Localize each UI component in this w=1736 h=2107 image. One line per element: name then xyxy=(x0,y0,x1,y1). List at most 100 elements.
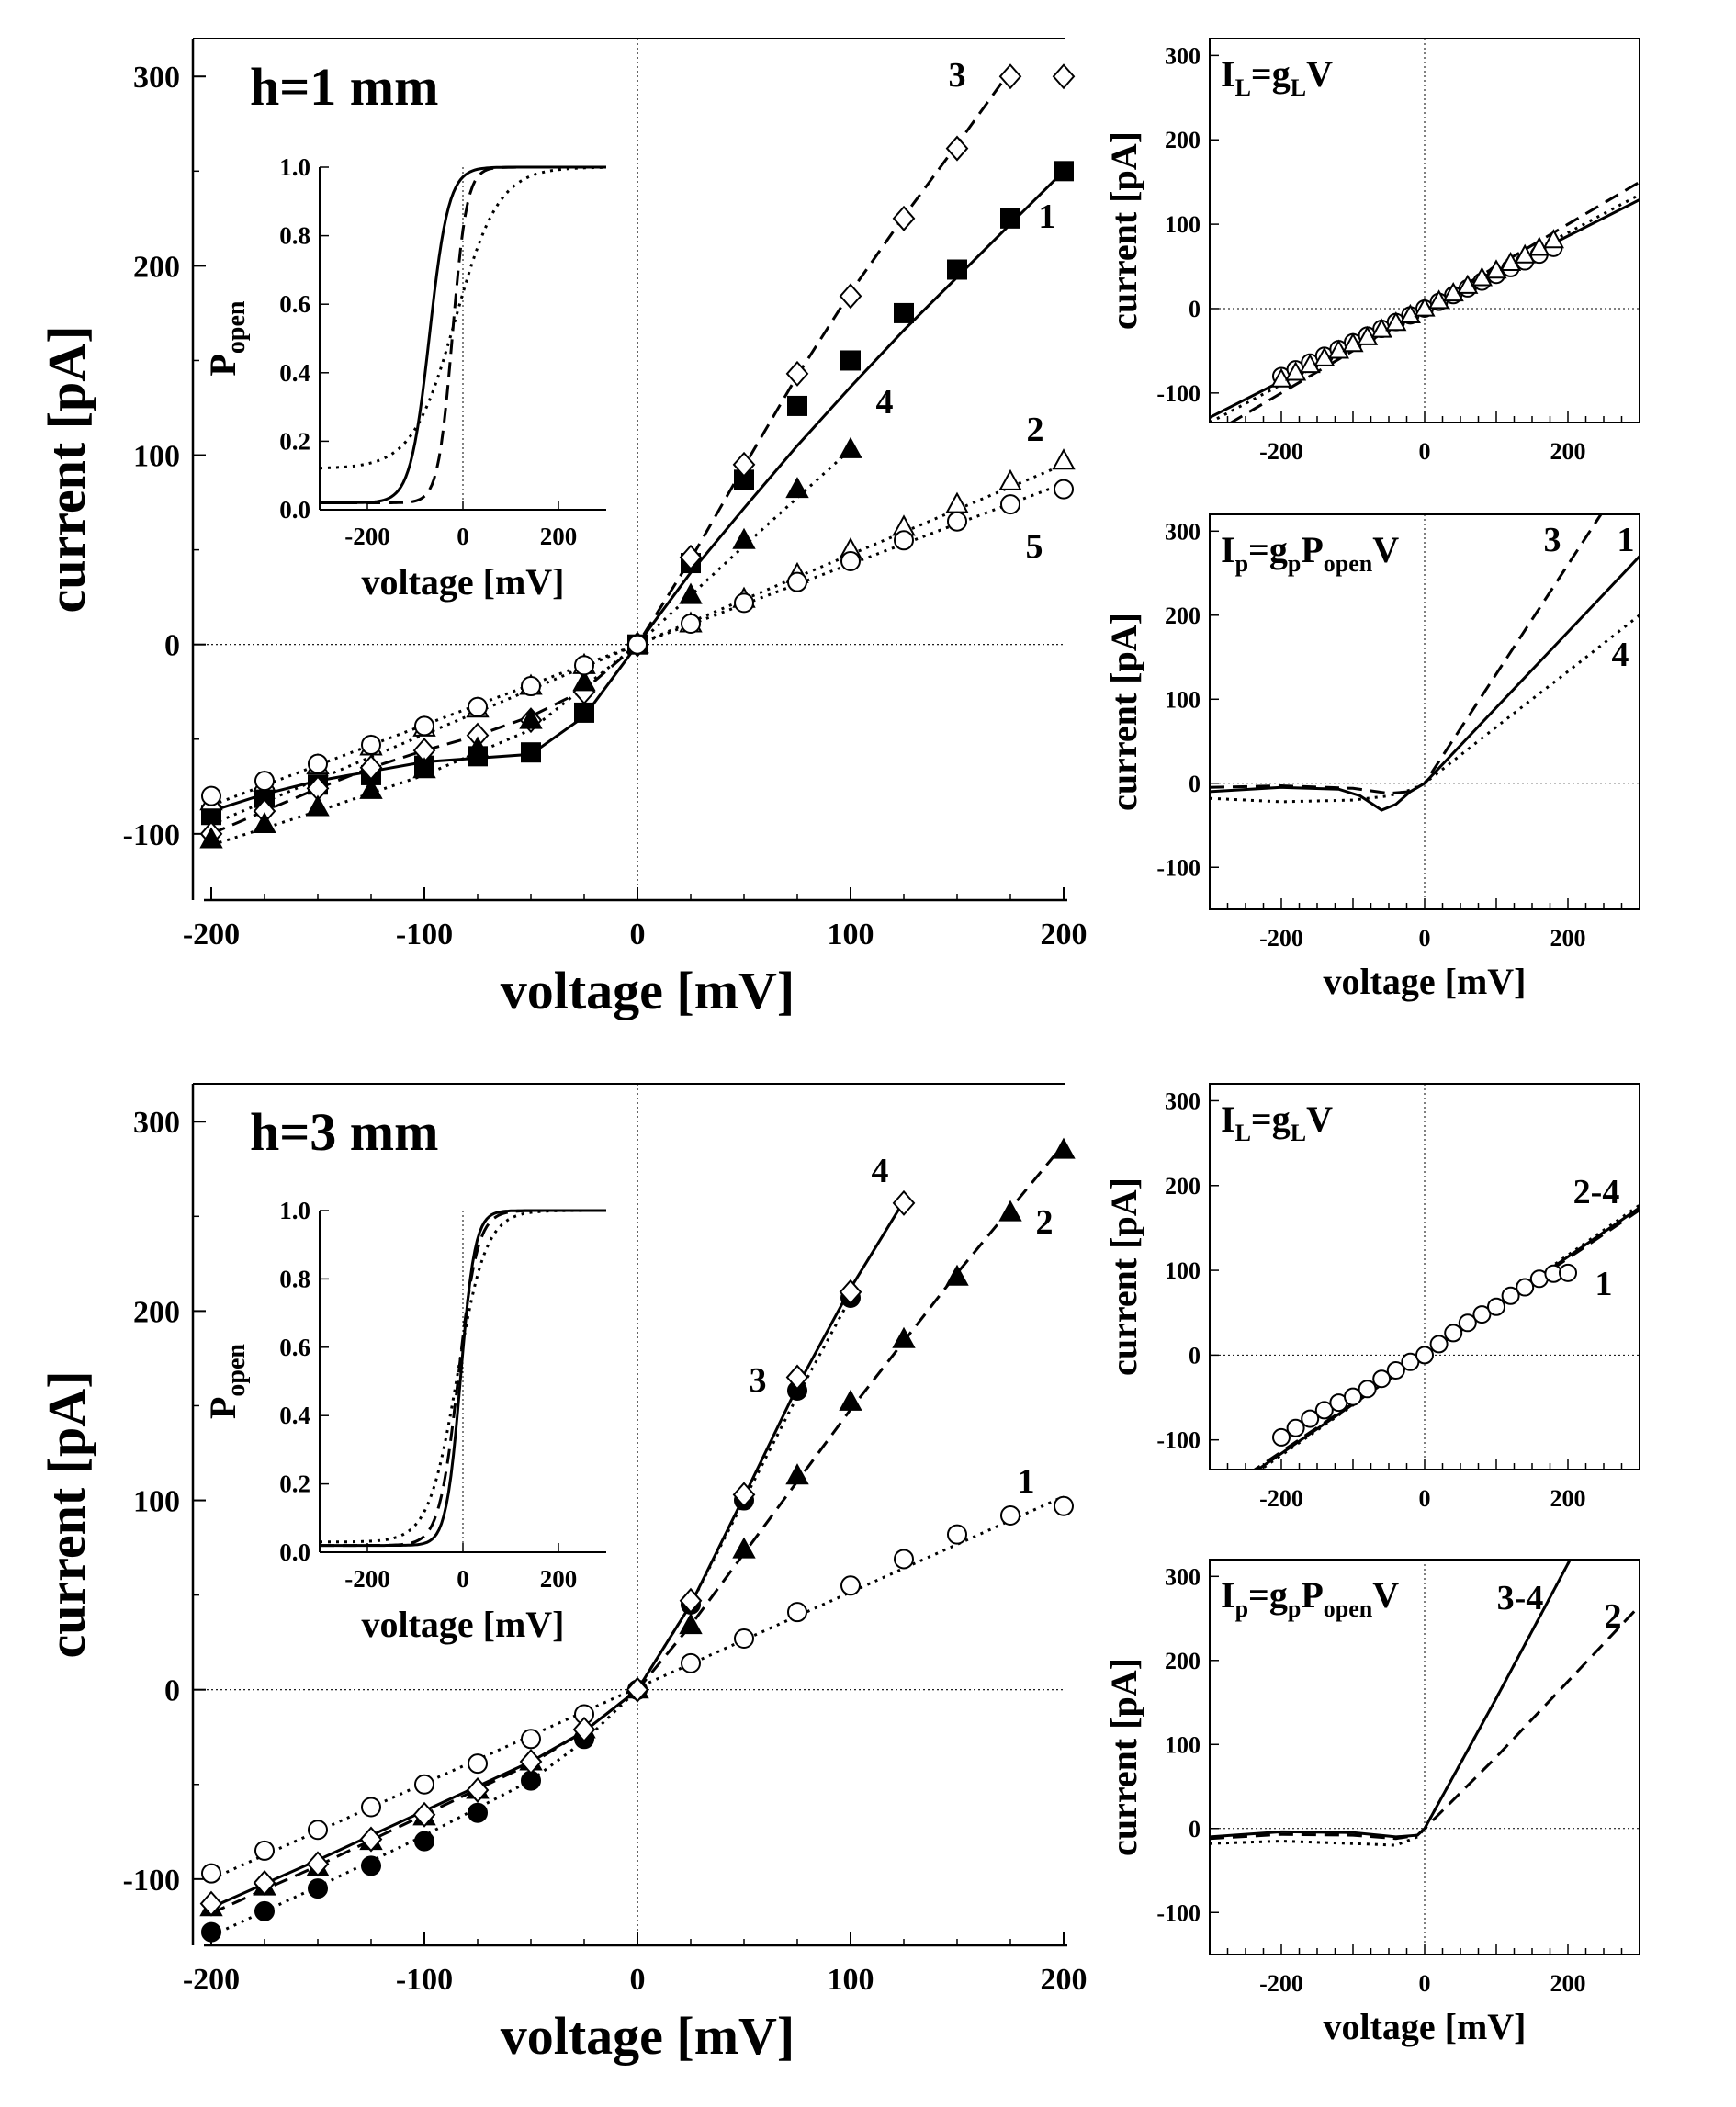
panel-title: IL=gLV xyxy=(1221,53,1333,101)
main-chart-bottom_main: -100 0 100 200 300 -200 -100 0 100 200 voltage [mV… xyxy=(37,1083,1088,2066)
inset-x-tick-label: 200 xyxy=(540,523,578,550)
open-circle-marker xyxy=(1516,1278,1535,1297)
open-diamond-marker xyxy=(785,1364,809,1391)
filled-circle-marker xyxy=(468,1802,488,1823)
open-circle-marker xyxy=(361,734,381,755)
curve-label: 1 xyxy=(1595,1265,1613,1303)
open-circle-marker xyxy=(1487,1297,1505,1316)
title-part: L xyxy=(1291,74,1306,101)
x-axis-label: voltage [mV] xyxy=(1323,2006,1526,2047)
title-part: V xyxy=(1306,1099,1333,1140)
open-circle-marker xyxy=(468,696,488,717)
open-triangle-marker xyxy=(1457,274,1479,294)
open-circle-marker xyxy=(681,1652,701,1673)
y-tick-label: 200 xyxy=(133,250,180,284)
filled-triangle-marker xyxy=(732,1537,756,1559)
open-circle-marker xyxy=(201,785,221,806)
open-diamond-marker xyxy=(412,1801,436,1828)
open-circle-marker xyxy=(894,1549,914,1570)
inset-background xyxy=(316,130,630,602)
inset-y-tick-label: 0.0 xyxy=(279,496,310,524)
y-tick-label: 100 xyxy=(1165,686,1201,713)
open-circle-marker xyxy=(254,1840,275,1861)
curve-label: 1 xyxy=(1018,1462,1035,1501)
inset-popen: 0.0 0.2 0.4 0.6 0.8 1.0 -200 0 200 voltage [mV] Po… xyxy=(202,1174,630,1645)
open-triangle-marker xyxy=(1428,289,1450,310)
y-axis-label: current [pA] xyxy=(37,1370,96,1658)
y-tick-label: 300 xyxy=(133,61,180,95)
inset-y-tick-label: 0.4 xyxy=(279,359,310,387)
title-part: I xyxy=(1221,1574,1235,1616)
inset-y-tick-label: 0.2 xyxy=(279,427,310,455)
x-tick-label: 200 xyxy=(1550,438,1586,465)
open-diamond-marker xyxy=(253,1869,276,1896)
x-tick-label: -200 xyxy=(1259,438,1303,465)
y-tick-label: -100 xyxy=(123,818,180,852)
open-circle-marker xyxy=(1458,1313,1477,1333)
filled-triangle-marker xyxy=(466,736,490,758)
inset-x-tick-label: 0 xyxy=(457,1565,469,1593)
open-circle-marker xyxy=(468,1753,488,1775)
curve-label: 5 xyxy=(1026,527,1043,566)
filled-square-marker xyxy=(574,702,594,723)
side-chart-top_right_lower: -100 0 100 200 300 -200 0 200 voltage [mV] curren… xyxy=(1103,513,1640,1002)
open-diamond-marker xyxy=(945,135,969,162)
open-circle-marker xyxy=(308,753,328,774)
title-part: V xyxy=(1306,53,1333,95)
main-chart-top_main: -100 0 100 200 300 -200 -100 0 100 200 voltage [mV… xyxy=(37,38,1088,1020)
curve-label: 3 xyxy=(750,1361,767,1400)
x-tick-label: 0 xyxy=(630,1963,646,1997)
curve-label: 1 xyxy=(1039,197,1056,236)
fit-line-dashed xyxy=(1210,1605,1640,1841)
filled-triangle-marker xyxy=(732,527,756,549)
title-part: V xyxy=(1372,1574,1399,1616)
curve-label: 2 xyxy=(1036,1203,1054,1242)
curve-label: 2 xyxy=(1027,411,1044,449)
open-circle-marker xyxy=(1559,1263,1577,1282)
plot-area xyxy=(1210,180,1640,423)
open-triangle-marker xyxy=(1370,318,1392,338)
side-chart-bottom_right_lower: -100 0 100 200 300 -200 0 200 voltage [mV] curren… xyxy=(1103,1559,1640,2047)
open-circle-marker xyxy=(840,550,861,571)
open-triangle-marker xyxy=(1385,311,1407,332)
title-part: P xyxy=(1301,529,1323,570)
open-circle-marker xyxy=(1344,1387,1362,1406)
open-circle-marker xyxy=(627,634,648,655)
filled-triangle-marker xyxy=(892,1326,916,1348)
fit-line-series-3 xyxy=(210,70,1012,836)
inset-x-tick-label: 200 xyxy=(540,1565,578,1593)
open-triangle-marker xyxy=(1270,367,1292,388)
title-part: I xyxy=(1221,529,1235,570)
panel-title: IL=gLV xyxy=(1221,1099,1333,1146)
title-part: open xyxy=(1324,1595,1373,1622)
x-tick-label: -200 xyxy=(183,918,240,952)
y-tick-label: -100 xyxy=(123,1864,180,1898)
open-circle-marker xyxy=(201,1863,221,1884)
y-tick-label: 0 xyxy=(1189,771,1201,797)
open-diamond-marker xyxy=(785,360,809,387)
title-part: p xyxy=(1235,1595,1248,1622)
x-tick-label: -100 xyxy=(396,918,453,952)
open-circle-marker xyxy=(734,592,754,614)
open-circle-marker xyxy=(1358,1380,1377,1399)
filled-square-marker xyxy=(1054,161,1074,182)
y-tick-label: 0 xyxy=(1189,296,1201,322)
open-triangle-marker xyxy=(1471,266,1493,287)
x-axis-label: voltage [mV] xyxy=(501,2006,795,2066)
filled-triangle-marker xyxy=(306,794,330,817)
x-tick-label: 200 xyxy=(1550,1970,1586,1997)
inset-curve-dotted xyxy=(319,165,606,470)
open-circle-marker xyxy=(787,1602,807,1623)
open-triangle-marker xyxy=(945,491,969,513)
inset-y-tick-label: 1.0 xyxy=(279,1197,310,1224)
y-axis-label: current [pA] xyxy=(1103,131,1144,330)
filled-square-marker xyxy=(1000,208,1020,229)
open-diamond-marker xyxy=(679,1587,703,1614)
inset-y-label-main: P xyxy=(202,354,243,376)
title-part: =g xyxy=(1248,1574,1288,1616)
x-tick-label: 0 xyxy=(1419,925,1431,952)
filled-triangle-marker xyxy=(253,811,276,834)
fit-line-series-1 xyxy=(210,1495,1065,1881)
